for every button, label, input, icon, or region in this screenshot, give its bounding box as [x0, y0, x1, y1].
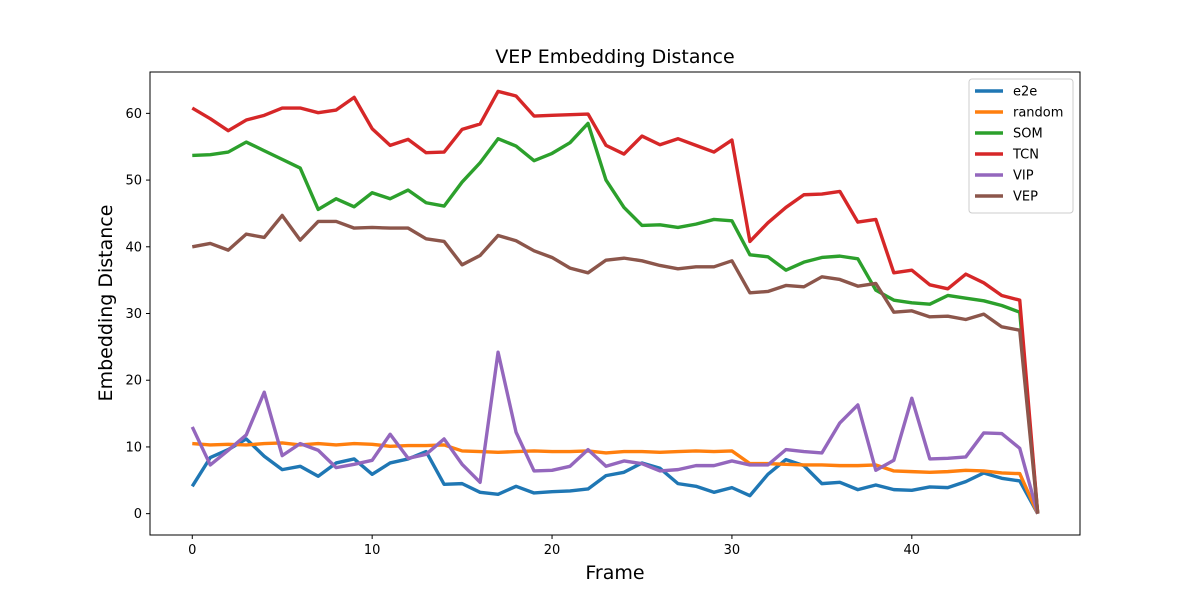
x-tick-label: 40 — [904, 543, 921, 558]
y-tick-label: 50 — [125, 174, 142, 189]
x-tick-label: 20 — [544, 543, 561, 558]
x-tick-label: 30 — [724, 543, 741, 558]
y-tick-label: 40 — [125, 240, 142, 255]
y-axis-label: Embedding Distance — [95, 205, 117, 402]
y-tick-label: 30 — [125, 307, 142, 322]
y-tick-label: 10 — [125, 440, 142, 455]
legend-label-random: random — [1013, 106, 1063, 121]
series-line-tcn — [191, 89, 1040, 514]
y-tick-label: 60 — [125, 107, 142, 122]
series-line-som — [192, 121, 1040, 514]
series-line-vip — [190, 350, 1040, 515]
series-line-vep — [191, 213, 1040, 514]
legend: e2e random SOM TCN VIP VEP — [968, 78, 1074, 214]
legend-label-tcn: TCN — [1012, 148, 1039, 163]
x-tick-label: 10 — [364, 543, 381, 558]
plot-frame — [149, 71, 1081, 536]
legend-label-e2e: e2e — [1013, 85, 1037, 100]
legend-label-som: SOM — [1013, 127, 1043, 142]
x-tick-label: 0 — [188, 543, 196, 558]
chart-title: VEP Embedding Distance — [495, 46, 734, 68]
plot-area — [190, 89, 1040, 515]
x-axis-label: Frame — [585, 562, 644, 584]
y-axis: 0 10 20 30 40 50 60 — [125, 107, 150, 522]
y-tick-label: 20 — [125, 374, 142, 389]
series-line-random — [192, 441, 1040, 515]
x-axis: 0 10 20 30 40 — [188, 535, 920, 558]
legend-label-vep: VEP — [1013, 190, 1038, 205]
legend-label-vip: VIP — [1013, 169, 1034, 184]
y-tick-label: 0 — [134, 507, 142, 522]
